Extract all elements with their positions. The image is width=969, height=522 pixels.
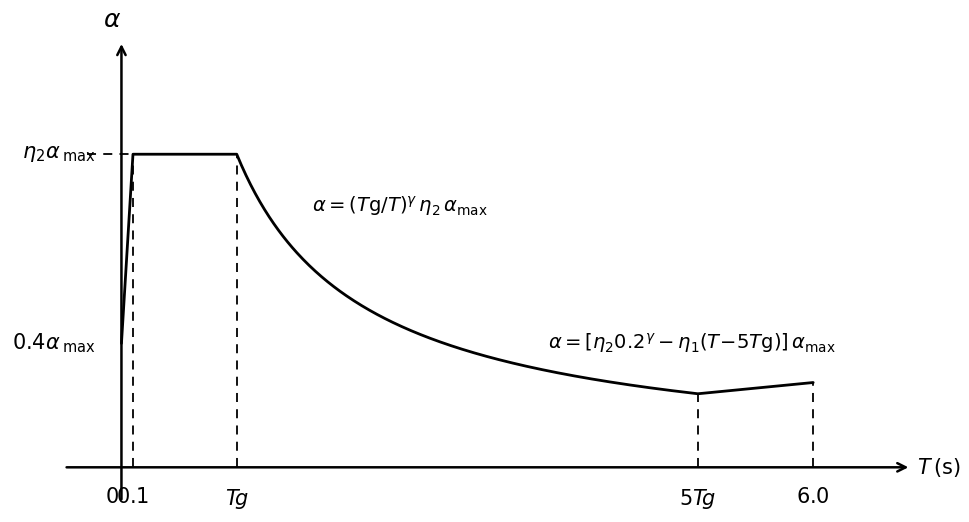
Text: $\eta_2\alpha\,_{\mathrm{max}}$: $\eta_2\alpha\,_{\mathrm{max}}$ (22, 144, 96, 164)
Text: $T\,\mathrm{(s)}$: $T\,\mathrm{(s)}$ (917, 456, 960, 479)
Text: $\alpha =(T\mathrm{g}/T)^{\gamma}\,\eta_2\,\alpha_{\mathrm{max}}$: $\alpha =(T\mathrm{g}/T)^{\gamma}\,\eta_… (312, 194, 487, 218)
Text: $T\!$g: $T\!$g (225, 487, 249, 511)
Text: $5T\!$g: $5T\!$g (679, 487, 716, 511)
Text: $0$: $0$ (106, 487, 119, 507)
Text: $\alpha$: $\alpha$ (103, 8, 121, 32)
Text: $6.0$: $6.0$ (797, 487, 830, 507)
Text: $0.1$: $0.1$ (116, 487, 149, 507)
Text: $0.4\alpha\,_{\mathrm{max}}$: $0.4\alpha\,_{\mathrm{max}}$ (13, 331, 96, 355)
Text: $\alpha =[\eta_2 0.2^{\gamma}-\eta_1(T\!-\!5T\mathrm{g})]\,\alpha_{\mathrm{max}}: $\alpha =[\eta_2 0.2^{\gamma}-\eta_1(T\!… (548, 331, 835, 355)
